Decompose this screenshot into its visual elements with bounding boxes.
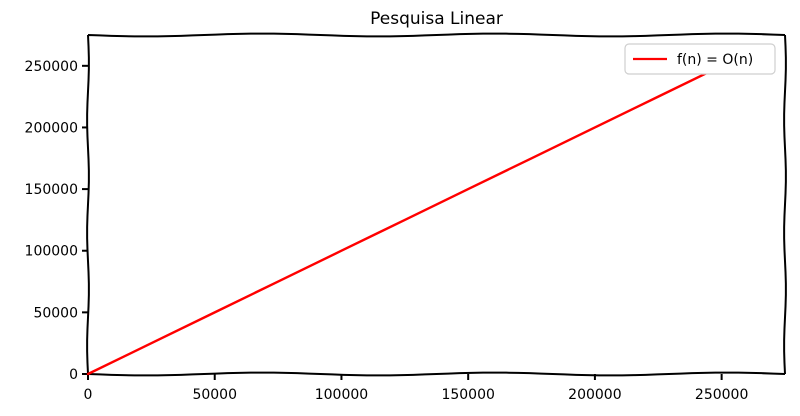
chart-title: Pesquisa Linear: [370, 9, 503, 29]
x-tick-label: 200000: [568, 387, 621, 403]
series-line: [86, 64, 723, 376]
y-tick-label: 100000: [25, 244, 78, 260]
plot-frame: [86, 32, 787, 377]
x-tick-label: 0: [84, 387, 93, 403]
y-tick-label: 50000: [33, 305, 78, 321]
y-tick-label: 150000: [25, 182, 78, 198]
y-axis: 0 50000 100000 150000 200000 250000: [25, 59, 88, 383]
x-tick-label: 100000: [315, 387, 368, 403]
y-tick-label: 200000: [25, 120, 78, 136]
y-tick-label: 0: [69, 367, 78, 383]
x-axis: 0 50000 100000 150000 200000 250000: [84, 374, 748, 403]
series-layer: [86, 64, 723, 376]
x-tick-label: 50000: [192, 387, 237, 403]
legend: f(n) = O(n): [624, 43, 776, 75]
legend-box: [624, 43, 776, 75]
legend-series-label: f(n) = O(n): [677, 52, 753, 68]
x-tick-label: 250000: [695, 387, 748, 403]
y-tick-label: 250000: [25, 59, 78, 75]
x-tick-label: 150000: [441, 387, 494, 403]
